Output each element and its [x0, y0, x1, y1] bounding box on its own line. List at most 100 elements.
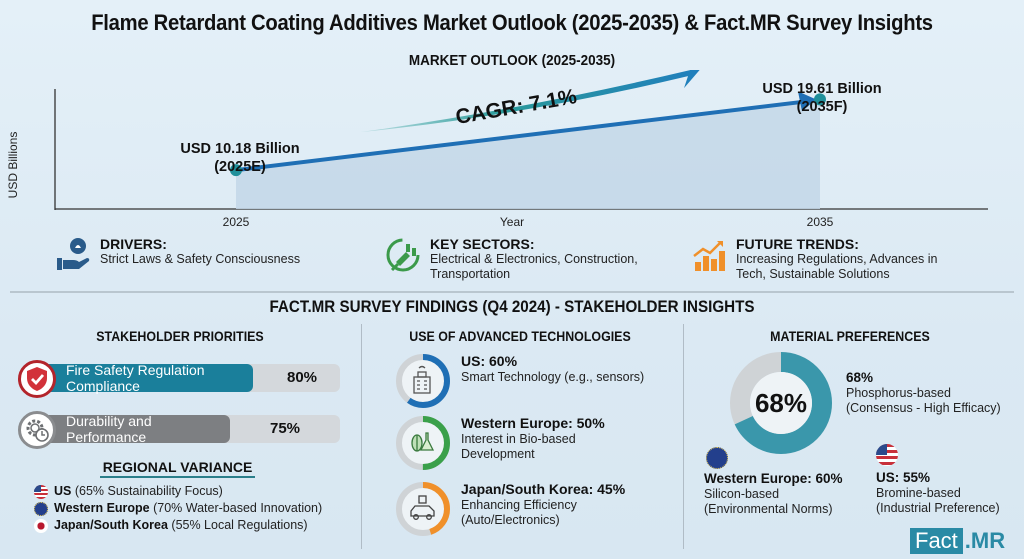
regional-variance-section: REGIONAL VARIANCE	[100, 459, 255, 478]
eu-flag-icon	[34, 501, 48, 516]
car-chip-icon	[410, 495, 435, 520]
column-divider-1	[361, 324, 362, 549]
x-tick-2025: 2025	[222, 215, 250, 229]
material-donut	[730, 352, 832, 454]
region-detail: (55% Local Regulations)	[171, 518, 308, 532]
tech-text-1: Enhancing Efficiency	[461, 498, 577, 512]
progress-ring-fill	[396, 482, 450, 536]
bar-label: Durability and Performance	[66, 413, 152, 445]
us-flag-icon	[876, 444, 898, 466]
material-item-western-europe: Western Europe: 60% Silicon-based (Envir…	[704, 447, 843, 517]
tech-heading: Japan/South Korea: 45%	[461, 481, 626, 497]
donut-fill	[730, 352, 832, 454]
growth-chart-icon	[693, 241, 725, 271]
region-name: Japan/South Korea	[54, 518, 168, 532]
material-main-heading: 68%	[846, 370, 874, 385]
key-sectors-heading: KEY SECTORS:	[430, 236, 535, 252]
region-detail: (65% Sustainability Focus)	[74, 484, 223, 498]
material-main: 68% Phosphorus-based (Consensus - High E…	[846, 370, 1001, 416]
leaf-flask-icon	[411, 432, 435, 452]
point-label-2025: USD 10.18 Billion (2025E)	[160, 140, 320, 176]
hand-safety-icon	[57, 238, 90, 270]
column-divider-2	[683, 324, 684, 549]
point-label-2035: USD 19.61 Billion (2035F)	[742, 80, 902, 116]
cagr-arrow-icon	[360, 70, 700, 133]
point-label-value: USD 10.18 Billion	[180, 141, 300, 157]
section-divider	[10, 291, 1014, 293]
x-tick-2035: 2035	[806, 215, 834, 229]
drivers-heading: DRIVERS:	[100, 236, 167, 252]
gear-clock-badge	[18, 411, 56, 449]
future-trends-text-2: Tech, Sustainable Solutions	[736, 267, 890, 281]
tech-text-2: Development	[461, 447, 535, 461]
progress-ring-fill	[396, 354, 450, 408]
bar-percentage: 75%	[270, 420, 301, 437]
technologies-list: US: 60% Smart Technology (e.g., sensors)…	[395, 353, 644, 537]
region-name: US	[54, 484, 72, 498]
logo-part-mr: .MR	[964, 528, 1006, 553]
bar-label: Fire Safety Regulation Compliance	[66, 362, 205, 394]
japan-flag-icon	[34, 518, 48, 533]
survey-title: FACT.MR SURVEY FINDINGS (Q4 2024) - STAK…	[269, 298, 755, 316]
future-trends-block: FUTURE TRENDS: Increasing Regulations, A…	[690, 236, 938, 282]
region-detail: (70% Water-based Innovation)	[153, 501, 323, 515]
series-line	[235, 99, 807, 173]
tech-item-japan-korea: Japan/South Korea: 45% Enhancing Efficie…	[395, 481, 644, 537]
smart-building-icon	[413, 365, 431, 394]
bar-fill: Fire Safety Regulation Compliance	[30, 362, 253, 394]
progress-ring-fill	[396, 416, 450, 470]
progress-ring	[396, 416, 450, 470]
tech-text-1: Interest in Bio-based	[461, 432, 576, 446]
series-arrowhead	[798, 91, 816, 112]
drivers-text: Strict Laws & Safety Consciousness	[100, 252, 301, 266]
tech-text: Smart Technology (e.g., sensors)	[461, 370, 645, 384]
y-axis-label: USD Billions	[6, 131, 20, 199]
region-item-us: US (65% Sustainability Focus)	[34, 483, 322, 500]
future-trends-heading: FUTURE TRENDS:	[736, 236, 859, 252]
bar-fill: Durability and Performance	[30, 413, 230, 445]
donut-center-label: 68%	[754, 388, 808, 418]
point-label-value: USD 19.61 Billion	[762, 81, 882, 97]
region-item-western-europe: Western Europe (70% Water-based Innovati…	[34, 500, 322, 517]
shield-check-icon	[27, 367, 47, 391]
page-title: Flame Retardant Coating Additives Market…	[91, 10, 933, 35]
key-sectors-text-1: Electrical & Electronics, Construction,	[430, 252, 638, 266]
tech-item-western-europe: Western Europe: 50% Interest in Bio-base…	[395, 415, 644, 481]
key-sectors-text-2: Transportation	[430, 267, 511, 281]
priority-bar-durability: Durability and Performance 75%	[0, 411, 360, 449]
region-name: Western Europe	[54, 501, 150, 515]
point-label-year: (2035F)	[796, 99, 848, 115]
material-item-us: US: 55% Bromine-based (Industrial Prefer…	[876, 444, 1000, 516]
us-flag-icon	[34, 484, 48, 499]
future-trends-text-1: Increasing Regulations, Advances in	[736, 252, 938, 266]
technologies-title: USE OF ADVANCED TECHNOLOGIES	[409, 329, 631, 344]
progress-ring	[396, 354, 450, 408]
material-main-text-1: Phosphorus-based	[846, 386, 951, 400]
bar-percentage: 80%	[287, 369, 318, 386]
logo-part-fact: Fact	[910, 528, 963, 554]
plug-wrench-icon	[386, 238, 420, 272]
material-text-1: Bromine-based	[876, 486, 961, 500]
material-heading: Western Europe: 60%	[704, 471, 843, 486]
data-point-2025	[230, 164, 242, 177]
tech-heading: Western Europe: 50%	[461, 415, 605, 431]
region-item-japan-korea: Japan/South Korea (55% Local Regulations…	[34, 517, 322, 534]
x-axis-label: Year	[499, 215, 525, 229]
material-main-text-2: (Consensus - High Efficacy)	[846, 401, 1001, 415]
regional-variance-title: REGIONAL VARIANCE	[100, 459, 255, 478]
point-label-year: (2025E)	[214, 159, 266, 175]
materials-title: MATERIAL PREFERENCES	[770, 329, 930, 344]
eu-flag-icon	[706, 447, 728, 469]
chart-title: MARKET OUTLOOK (2025-2035)	[408, 52, 616, 69]
progress-ring	[396, 482, 450, 536]
shield-check-badge	[18, 360, 56, 398]
data-point-2035	[814, 93, 826, 106]
priority-bar-fire-safety: Fire Safety Regulation Compliance 80%	[0, 360, 360, 398]
material-heading: US: 55%	[876, 470, 931, 485]
area-fill	[236, 99, 820, 209]
material-text-1: Silicon-based	[704, 487, 780, 501]
gear-clock-icon	[26, 419, 49, 442]
key-sectors-block: KEY SECTORS: Electrical & Electronics, C…	[384, 236, 638, 282]
regional-list: US (65% Sustainability Focus) Western Eu…	[34, 483, 322, 534]
tech-item-us: US: 60% Smart Technology (e.g., sensors)	[395, 353, 644, 415]
